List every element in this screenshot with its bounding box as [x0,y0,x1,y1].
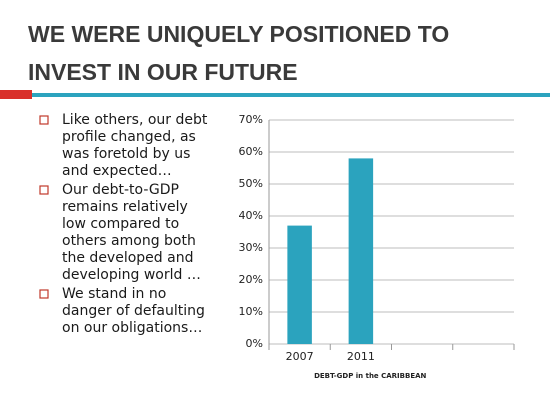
y-tick-label: 70% [239,113,263,126]
x-tick-label: 2007 [286,350,314,363]
bullet-text: Like others, our debt [62,112,208,128]
bullet-marker [39,115,49,125]
bullet-text: profile changed, as [62,129,196,145]
x-tick-label: 2011 [347,350,375,363]
y-tick-label: 40% [239,209,263,222]
bullet-text: low compared to [62,216,179,232]
y-tick-label: 20% [239,273,263,286]
y-tick-label: 10% [239,305,263,318]
bullet-marker [39,185,49,195]
bullet-text: was foretold by us [62,146,190,162]
bullet-text: remains relatively [62,199,188,215]
slide-title: WE WERE UNIQUELY POSITIONED TO [28,21,449,47]
chart: 0% 10% 20% 30% 40% 50% 60% 70% 2007 2011 DEBT-GDP … [239,113,515,380]
y-tick-label: 30% [239,241,263,254]
bullet-text: the developed and [62,250,193,266]
x-axis-title: DEBT-GDP in the CARIBBEAN [314,372,426,380]
bar [348,158,374,344]
bullet-text: others among both [62,233,196,249]
bullet-text: Our debt-to-GDP [62,182,179,198]
rule [32,93,550,97]
y-tick-label: 0% [246,337,263,350]
bullet-text: danger of defaulting [62,303,205,319]
bullet-text: developing world … [62,267,201,283]
bullet-text: on our obligations… [62,320,202,336]
bar [287,225,312,344]
bullet-marker [39,289,49,299]
bullet-text: and expected… [62,163,172,179]
bullet-text: We stand in no [62,286,166,302]
slide-title: INVEST IN OUR FUTURE [28,59,298,85]
accent-bar [0,90,32,99]
y-tick-label: 60% [239,145,263,158]
y-tick-label: 50% [239,177,263,190]
